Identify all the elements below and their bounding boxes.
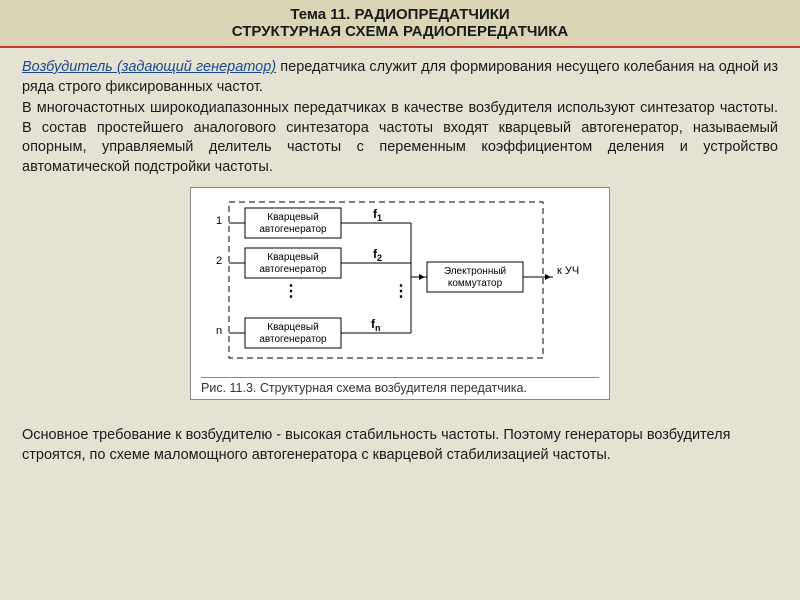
- svg-text:⋮: ⋮: [393, 283, 409, 300]
- svg-text:f2: f2: [373, 247, 382, 263]
- svg-text:n: n: [216, 325, 222, 337]
- svg-text:⋮: ⋮: [283, 283, 299, 300]
- block-diagram: КварцевыйавтогенераторКварцевыйавтогенер…: [190, 187, 610, 400]
- svg-text:автогенератор: автогенератор: [259, 264, 327, 275]
- header-line2: СТРУКТУРНАЯ СХЕМА РАДИОПЕРЕДАТЧИКА: [12, 23, 788, 40]
- svg-text:Электронный: Электронный: [444, 266, 506, 277]
- slide-body: Возбудитель (задающий генератор) передат…: [0, 48, 800, 412]
- svg-text:1: 1: [216, 215, 222, 227]
- diagram-container: КварцевыйавтогенераторКварцевыйавтогенер…: [22, 187, 778, 400]
- paragraph-2: В многочастотных широкодиапазонных перед…: [22, 99, 778, 177]
- svg-text:Кварцевый: Кварцевый: [267, 322, 318, 333]
- svg-text:Кварцевый: Кварцевый: [267, 212, 318, 223]
- svg-text:к УЧ: к УЧ: [557, 265, 579, 277]
- diagram-caption: Рис. 11.3. Структурная схема возбудителя…: [201, 377, 599, 395]
- diagram-svg: КварцевыйавтогенераторКварцевыйавтогенер…: [201, 196, 601, 366]
- svg-text:автогенератор: автогенератор: [259, 334, 327, 345]
- svg-text:f1: f1: [373, 207, 382, 223]
- slide-header: Тема 11. РАДИОПРЕДАТЧИКИ СТРУКТУРНАЯ СХЕ…: [0, 0, 800, 48]
- term-exciter: Возбудитель (задающий генератор): [22, 59, 276, 75]
- paragraph-footer: Основное требование к возбудителю - высо…: [0, 426, 800, 465]
- svg-text:Кварцевый: Кварцевый: [267, 252, 318, 263]
- svg-text:2: 2: [216, 255, 222, 267]
- svg-text:fn: fn: [371, 317, 381, 333]
- svg-text:автогенератор: автогенератор: [259, 224, 327, 235]
- header-line1: Тема 11. РАДИОПРЕДАТЧИКИ: [12, 6, 788, 23]
- paragraph-1: Возбудитель (задающий генератор) передат…: [22, 58, 778, 97]
- svg-text:коммутатор: коммутатор: [448, 278, 503, 289]
